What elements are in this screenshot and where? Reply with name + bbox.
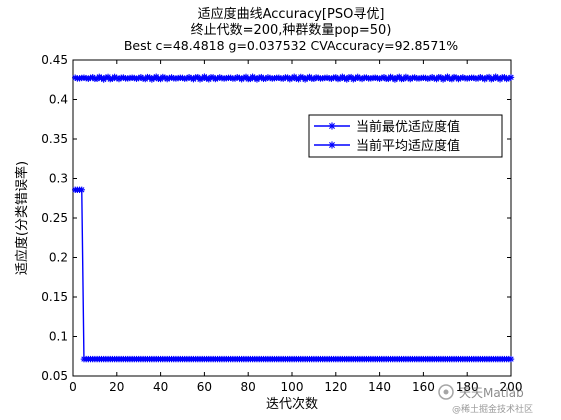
watermark-line-2: @稀土掘金技术社区 — [452, 403, 533, 415]
x-tick-label: 100 — [281, 380, 304, 394]
y-axis-label: 适应度(分类错误率) — [14, 161, 30, 275]
x-axis-ticks: 0 20 40 60 80 100 120 140 160 180 200 — [69, 60, 522, 394]
x-tick-label: 0 — [69, 380, 77, 394]
legend: 当前最优适应度值 当前平均适应度值 — [308, 114, 503, 158]
y-tick-label: 0.15 — [41, 290, 68, 304]
x-tick-label: 40 — [153, 380, 168, 394]
watermark: 天天Matlab @稀土掘金技术社区 — [438, 384, 533, 415]
legend-label-average: 当前平均适应度值 — [356, 138, 460, 154]
watermark-logo-icon — [438, 384, 454, 400]
y-tick-label: 0.1 — [49, 330, 68, 344]
chart-title-line-3: Best c=48.4818 g=0.037532 CVAccuracy=92.… — [124, 38, 458, 53]
series-average-marker — [363, 74, 370, 81]
legend-marker-sample — [328, 122, 336, 130]
y-tick-label: 0.2 — [49, 251, 68, 265]
series-best-marker — [78, 186, 85, 193]
y-tick-label: 0.4 — [49, 93, 68, 107]
series-average-marker — [407, 75, 414, 83]
y-tick-label: 0.25 — [41, 211, 68, 225]
y-axis-ticks: 0.05 0.1 0.15 0.2 0.25 0.3 0.35 0.4 0.45 — [41, 53, 511, 383]
x-axis-label: 迭代次数 — [266, 396, 318, 412]
x-tick-label: 160 — [412, 380, 435, 394]
y-tick-label: 0.35 — [41, 132, 68, 146]
x-tick-label: 120 — [324, 380, 347, 394]
watermark-logo-dot — [443, 389, 449, 395]
watermark-line-1: 天天Matlab — [459, 386, 524, 400]
series-average-marker — [71, 74, 79, 81]
legend-box — [308, 114, 503, 158]
x-tick-label: 20 — [109, 380, 124, 394]
chart-title-line-1: 适应度曲线Accuracy[PSO寻优] — [198, 6, 385, 22]
legend-items — [314, 122, 350, 149]
y-tick-label: 0.05 — [41, 369, 68, 383]
series-best-marker — [507, 355, 515, 363]
y-tick-label: 0.45 — [41, 53, 68, 67]
plot-area — [72, 59, 512, 377]
legend-label-best: 当前最优适应度值 — [356, 119, 460, 135]
x-tick-label: 180 — [456, 380, 479, 394]
x-tick-label: 200 — [500, 380, 523, 394]
x-tick-label: 140 — [368, 380, 391, 394]
x-tick-label: 80 — [241, 380, 256, 394]
series-layer — [71, 73, 515, 363]
legend-marker-sample — [328, 141, 336, 149]
series-average-marker — [507, 74, 515, 81]
chart-title-line-2: 终止代数=200,种群数量pop=50) — [191, 22, 392, 38]
y-tick-label: 0.3 — [49, 172, 68, 186]
x-tick-label: 60 — [197, 380, 212, 394]
